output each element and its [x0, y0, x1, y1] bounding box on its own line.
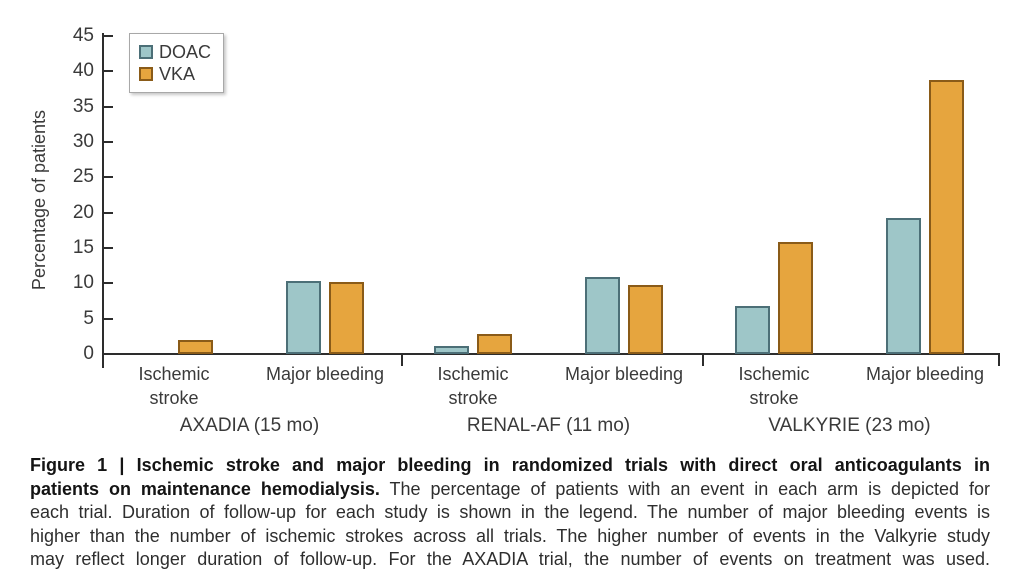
caption-line: each trial. Duration of follow-up for ea… [30, 501, 990, 525]
category-label: Major bleeding [265, 364, 385, 384]
category-label: Ischemic stroke [437, 364, 509, 408]
x-axis-group-tick [998, 354, 1000, 366]
bar-doac [434, 346, 469, 354]
bar-vka [329, 281, 364, 354]
y-tick [104, 176, 113, 179]
trial-label: VALKYRIE (23 mo) [768, 415, 931, 436]
y-tick-label: 45 [72, 25, 94, 46]
bar-vka [929, 79, 964, 354]
caption-line: patients on maintenance hemodialysis. Th… [30, 478, 990, 502]
category-label: Major bleeding [865, 364, 985, 384]
x-axis-line [102, 353, 1000, 355]
bar-chart: Percentage of patients DOAC VKA 0 5 10 15 20… [29, 25, 1000, 436]
x-axis-group-tick [401, 354, 403, 366]
bar-doac [286, 281, 321, 354]
y-tick [104, 35, 113, 37]
figure-caption: Figure 1 | Ischemic stroke and major ble… [30, 454, 990, 572]
legend: DOAC VKA [129, 33, 225, 93]
y-tick-label: 5 [83, 307, 94, 329]
trial-label: RENAL-AF (11 mo) [466, 415, 631, 436]
legend-item-doac: DOAC [139, 42, 211, 62]
doac-swatch [139, 45, 153, 59]
y-tick [104, 141, 113, 143]
x-axis-group-tick [702, 354, 704, 366]
caption-line: higher than the number of ischemic strok… [30, 525, 990, 549]
y-axis-line [102, 33, 104, 368]
y-tick [104, 247, 113, 249]
y-tick-label: 10 [72, 272, 94, 294]
bar-doac [585, 276, 620, 354]
y-tick-label: 15 [72, 237, 94, 258]
y-tick [104, 353, 113, 355]
y-tick-label: 20 [72, 201, 94, 223]
caption-text: higher than the number of ischemic strok… [30, 525, 990, 546]
vka-swatch [139, 67, 153, 81]
caption-bold-text: Figure 1 | Ischemic stroke and major ble… [30, 455, 990, 475]
y-tick-label: 35 [72, 95, 94, 117]
caption-line: may reflect longer duration of follow-up… [30, 548, 990, 572]
y-tick [104, 105, 113, 108]
category-label: Ischemic stroke [738, 364, 810, 408]
caption-text: each trial. Duration of follow-up for ea… [30, 502, 990, 522]
y-tick-label: 30 [72, 131, 94, 152]
category-label: Major bleeding [564, 364, 684, 384]
category-label: Ischemic stroke [138, 364, 210, 408]
caption-line: Figure 1 | Ischemic stroke and major ble… [30, 454, 990, 478]
bar-doac [886, 217, 921, 354]
y-tick-label: 40 [72, 60, 94, 82]
y-tick-label: 25 [72, 166, 94, 188]
y-tick [104, 211, 113, 214]
bar-doac [735, 305, 770, 354]
bar-vka [628, 285, 663, 354]
caption-text: may reflect longer duration of follow-up… [30, 549, 990, 569]
y-tick [104, 70, 113, 73]
caption-bold-text: patients on maintenance hemodialysis. [30, 478, 380, 499]
legend-label-vka: VKA [159, 64, 196, 84]
bar-vka [178, 339, 213, 354]
bar-vka [778, 241, 813, 354]
y-tick [104, 317, 113, 320]
y-tick-label: 0 [83, 343, 94, 364]
y-tick [104, 282, 113, 285]
caption-text: The percentage of patients with an event… [379, 478, 990, 499]
legend-item-vka: VKA [139, 64, 211, 84]
trial-label: AXADIA (15 mo) [179, 415, 320, 436]
bar-vka [477, 334, 512, 354]
legend-label-doac: DOAC [159, 42, 212, 62]
